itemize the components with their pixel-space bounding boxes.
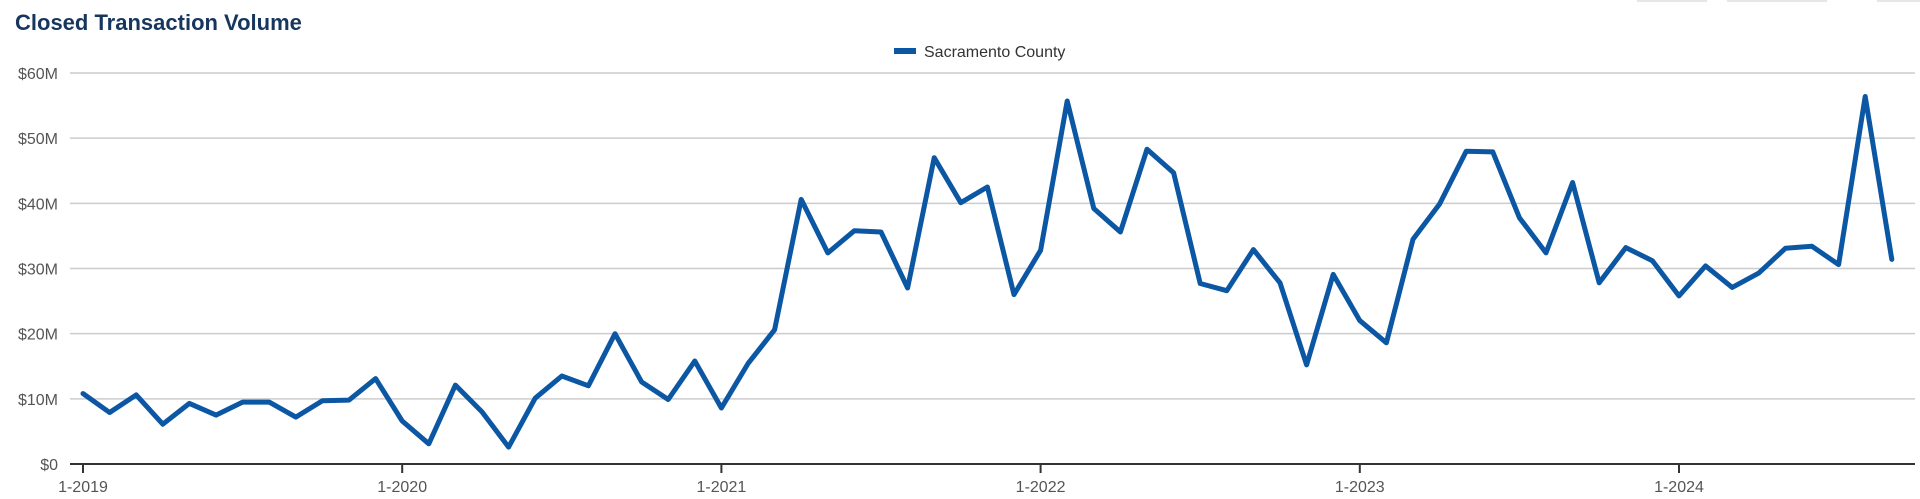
data-point[interactable]: [240, 399, 246, 405]
toolbar-stub-2[interactable]: [1727, 0, 1827, 2]
data-point[interactable]: [1304, 362, 1310, 368]
data-point[interactable]: [186, 400, 192, 406]
data-point[interactable]: [1011, 292, 1017, 298]
data-point[interactable]: [1277, 280, 1283, 286]
data-point[interactable]: [772, 327, 778, 333]
data-point[interactable]: [1171, 170, 1177, 176]
data-point[interactable]: [452, 382, 458, 388]
top-toolbar-stubs: [0, 0, 1920, 2]
legend[interactable]: Sacramento County: [894, 44, 1065, 61]
series-lines: [80, 93, 1895, 450]
data-point[interactable]: [1889, 256, 1895, 262]
x-tick-label: 1-2024: [1654, 479, 1704, 496]
data-point[interactable]: [1836, 262, 1842, 268]
x-tick-label: 1-2023: [1335, 479, 1385, 496]
data-point[interactable]: [1437, 201, 1443, 207]
data-point[interactable]: [1649, 258, 1655, 264]
data-point[interactable]: [293, 414, 299, 420]
data-point[interactable]: [665, 396, 671, 402]
data-point[interactable]: [1330, 271, 1336, 277]
x-axis: 1-2019 1-2020 1-2021 1-2022 1-2023 1-2024: [58, 463, 1915, 496]
data-point[interactable]: [612, 331, 618, 337]
data-point[interactable]: [1117, 229, 1123, 235]
data-point[interactable]: [851, 228, 857, 234]
y-tick-label: $50M: [18, 131, 58, 148]
x-tick-label: 1-2021: [696, 479, 746, 496]
data-point[interactable]: [984, 184, 990, 190]
y-tick-label: $10M: [18, 392, 58, 409]
data-point[interactable]: [931, 155, 937, 161]
data-point[interactable]: [1463, 148, 1469, 154]
data-point[interactable]: [585, 383, 591, 389]
y-tick-label: $60M: [18, 66, 58, 83]
y-tick-label: $0: [40, 457, 58, 474]
data-point[interactable]: [160, 421, 166, 427]
data-point[interactable]: [559, 373, 565, 379]
data-point[interactable]: [532, 395, 538, 401]
data-point[interactable]: [1703, 263, 1709, 269]
toolbar-stub-1[interactable]: [1637, 0, 1707, 2]
data-point[interactable]: [692, 358, 698, 364]
data-point[interactable]: [1144, 146, 1150, 152]
data-point[interactable]: [1570, 179, 1576, 185]
data-point[interactable]: [745, 361, 751, 367]
gridlines: [70, 72, 1915, 400]
chart-title: Closed Transaction Volume: [15, 10, 302, 35]
data-point[interactable]: [426, 441, 432, 447]
data-point[interactable]: [319, 398, 325, 404]
data-point[interactable]: [213, 412, 219, 418]
data-point[interactable]: [1410, 236, 1416, 242]
data-point[interactable]: [1516, 215, 1522, 221]
data-point[interactable]: [718, 405, 724, 411]
data-point[interactable]: [1623, 245, 1629, 251]
data-point[interactable]: [399, 418, 405, 424]
data-point[interactable]: [1862, 93, 1868, 99]
x-tick-label: 1-2020: [377, 479, 427, 496]
legend-label: Sacramento County: [924, 44, 1065, 61]
series-line[interactable]: [80, 94, 1895, 450]
data-point[interactable]: [346, 397, 352, 403]
data-point[interactable]: [1064, 98, 1070, 104]
data-point[interactable]: [878, 229, 884, 235]
data-point[interactable]: [1809, 243, 1815, 249]
data-point[interactable]: [133, 392, 139, 398]
data-point[interactable]: [1782, 245, 1788, 251]
x-tick-label: 1-2019: [58, 479, 108, 496]
data-point[interactable]: [1091, 206, 1097, 212]
toolbar-stub-3[interactable]: [1877, 0, 1920, 2]
y-axis-ticks: $0 $10M $20M $30M $40M $50M $60M: [18, 66, 58, 474]
data-point[interactable]: [80, 391, 86, 397]
data-point[interactable]: [1729, 284, 1735, 290]
data-point[interactable]: [825, 250, 831, 256]
y-tick-label: $40M: [18, 196, 58, 213]
data-point[interactable]: [373, 376, 379, 382]
data-point[interactable]: [1357, 318, 1363, 324]
x-tick-label: 1-2022: [1016, 479, 1066, 496]
data-point[interactable]: [958, 200, 964, 206]
data-point[interactable]: [479, 409, 485, 415]
data-point[interactable]: [1038, 247, 1044, 253]
data-point[interactable]: [1224, 288, 1230, 294]
data-point[interactable]: [1676, 293, 1682, 299]
y-tick-label: $30M: [18, 262, 58, 279]
data-point[interactable]: [1490, 149, 1496, 155]
data-point[interactable]: [266, 399, 272, 405]
data-point[interactable]: [107, 410, 113, 416]
data-point[interactable]: [1383, 340, 1389, 346]
data-point[interactable]: [905, 285, 911, 291]
data-point[interactable]: [1543, 250, 1549, 256]
data-point[interactable]: [639, 379, 645, 385]
data-point[interactable]: [1250, 247, 1256, 253]
data-point[interactable]: [1756, 270, 1762, 276]
data-point[interactable]: [1596, 280, 1602, 286]
data-point[interactable]: [1197, 280, 1203, 286]
data-point[interactable]: [506, 444, 512, 450]
y-tick-label: $20M: [18, 327, 58, 344]
data-point[interactable]: [798, 196, 804, 202]
